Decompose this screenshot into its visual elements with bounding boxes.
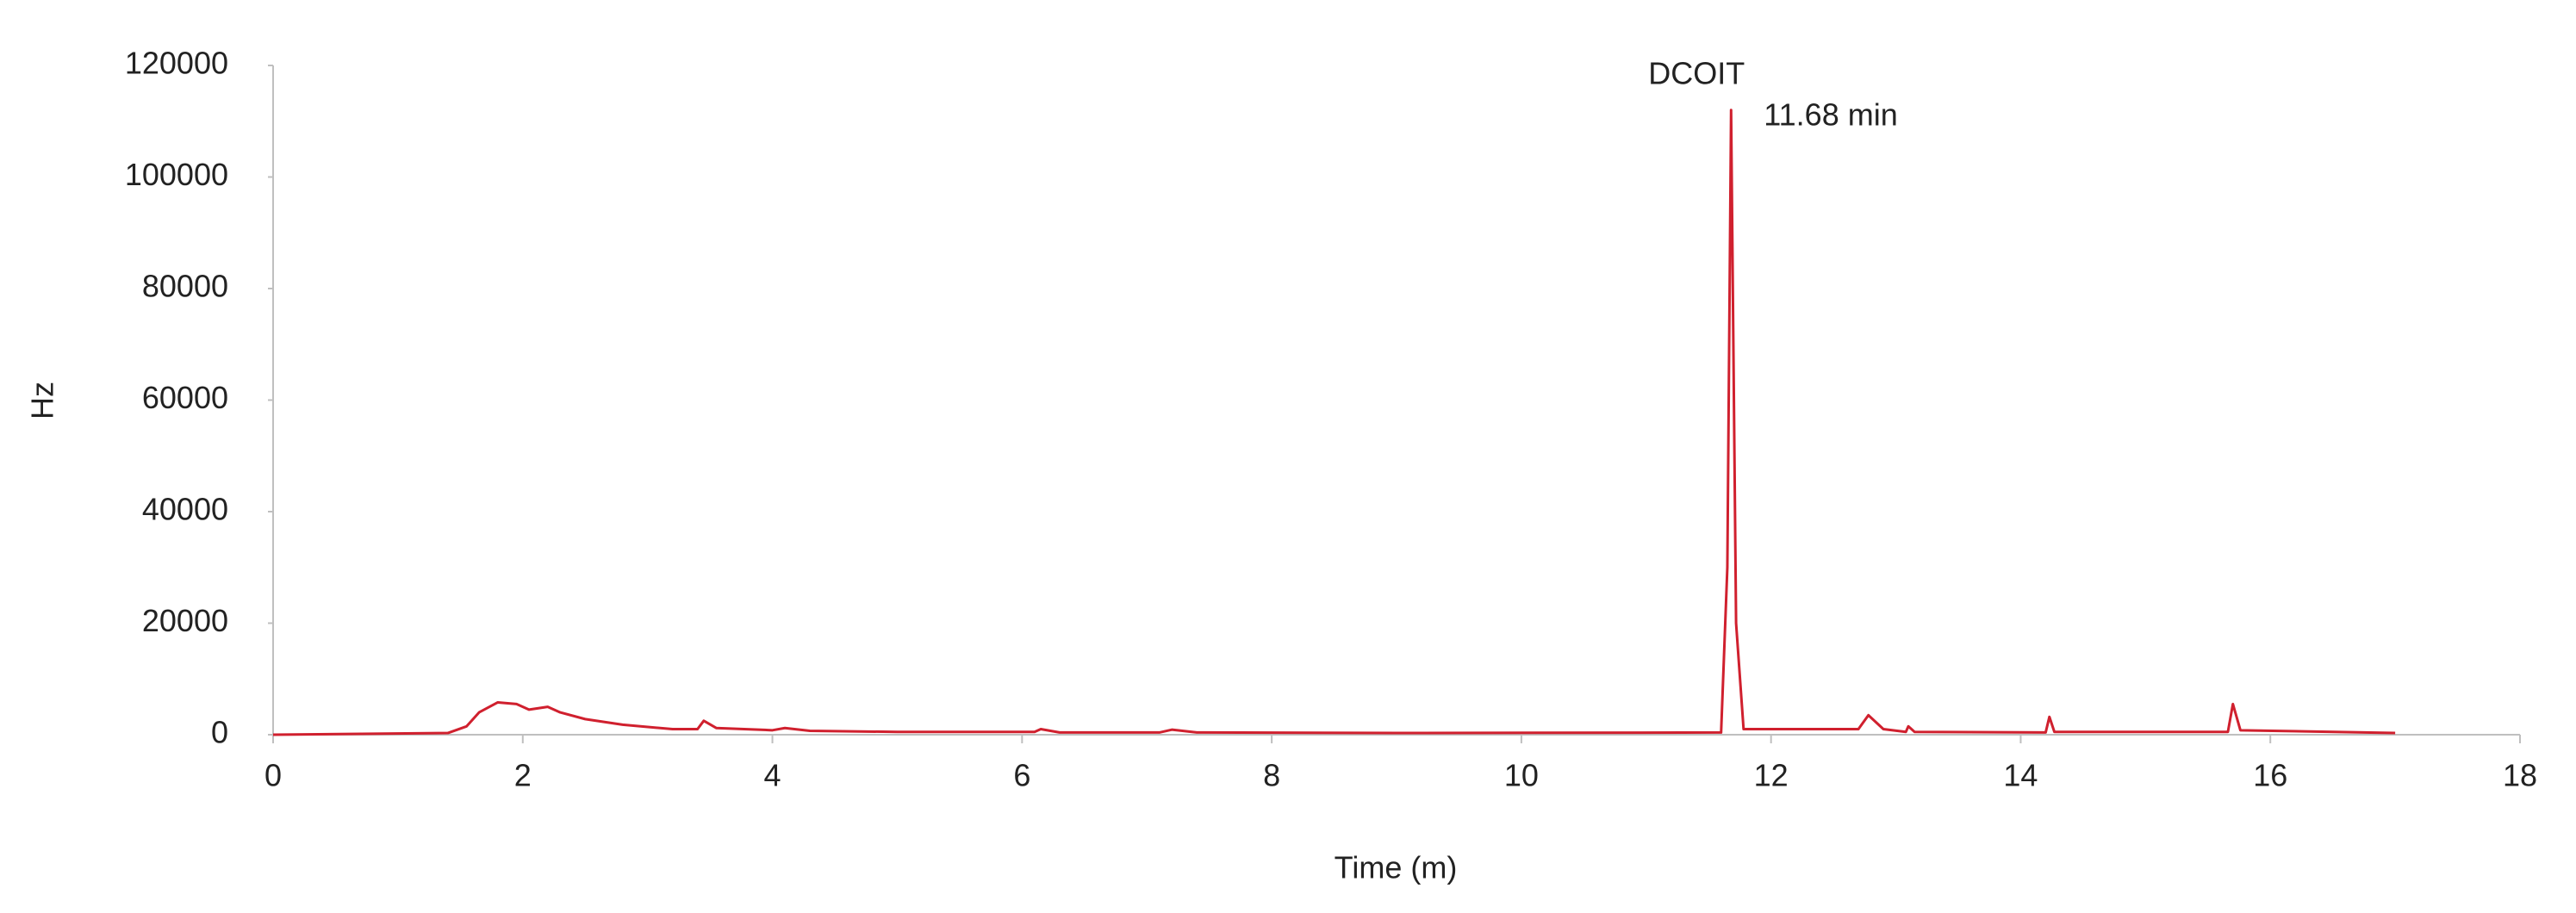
annotation: DCOIT xyxy=(1648,55,1745,90)
x-tick-label: 4 xyxy=(764,758,781,793)
x-axis-title: Time (m) xyxy=(1335,850,1458,885)
x-tick-label: 18 xyxy=(2503,758,2537,793)
y-tick-label: 80000 xyxy=(142,269,228,304)
y-tick-label: 40000 xyxy=(142,492,228,527)
x-tick-label: 10 xyxy=(1504,758,1539,793)
data-line xyxy=(272,109,2396,736)
x-tick-label: 14 xyxy=(2003,758,2038,793)
x-tick-label: 2 xyxy=(514,758,532,793)
y-tick-label: 60000 xyxy=(142,380,228,415)
x-tick-label: 16 xyxy=(2253,758,2287,793)
annotation: 11.68 min xyxy=(1764,96,1897,132)
x-tick-label: 0 xyxy=(264,758,282,793)
x-tick-label: 12 xyxy=(1754,758,1789,793)
y-tick-label: 0 xyxy=(211,715,228,750)
y-tick-label: 120000 xyxy=(125,46,228,81)
y-axis-title: Hz xyxy=(25,382,60,419)
x-tick-label: 8 xyxy=(1263,758,1280,793)
y-tick-label: 100000 xyxy=(125,157,228,192)
y-tick-label: 20000 xyxy=(142,603,228,638)
x-tick-label: 6 xyxy=(1013,758,1030,793)
